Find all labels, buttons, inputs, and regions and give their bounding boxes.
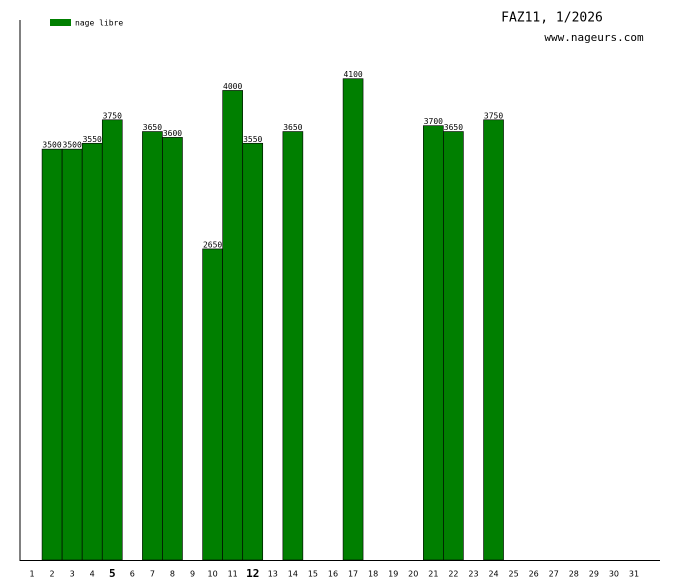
legend-label: nage libre bbox=[75, 19, 123, 28]
x-tick-label: 15 bbox=[308, 570, 318, 579]
data-label: 3650 bbox=[283, 123, 302, 132]
data-label: 3750 bbox=[484, 111, 503, 120]
data-label: 3750 bbox=[103, 111, 122, 120]
data-label: 3550 bbox=[83, 135, 102, 144]
bar bbox=[483, 119, 504, 561]
x-tick-label: 22 bbox=[448, 570, 458, 579]
x-tick-label: 20 bbox=[408, 570, 418, 579]
x-tick-label: 28 bbox=[569, 570, 579, 579]
data-label: 2650 bbox=[203, 240, 222, 249]
x-tick-label: 10 bbox=[208, 570, 218, 579]
x-tick-label: 24 bbox=[488, 570, 498, 579]
x-tick-label: 19 bbox=[388, 570, 398, 579]
x-tick-label: 25 bbox=[509, 570, 519, 579]
x-tick-label: 30 bbox=[609, 570, 619, 579]
x-tick-label: 23 bbox=[468, 570, 478, 579]
data-label: 4000 bbox=[223, 82, 242, 91]
bar bbox=[342, 78, 364, 561]
data-label: 3500 bbox=[63, 141, 82, 150]
bar bbox=[443, 131, 464, 561]
x-tick-label: 11 bbox=[228, 570, 238, 579]
data-label: 3650 bbox=[143, 123, 162, 132]
x-tick-label: 18 bbox=[368, 570, 378, 579]
x-tick-label: 3 bbox=[70, 570, 75, 579]
data-label: 3700 bbox=[424, 117, 443, 126]
x-tick-label: 6 bbox=[130, 570, 135, 579]
data-label: 3650 bbox=[444, 123, 463, 132]
bar bbox=[101, 119, 123, 561]
bar bbox=[61, 148, 83, 561]
data-label: 3550 bbox=[243, 135, 262, 144]
chart-title: FAZ11, 1/2026 bbox=[501, 11, 603, 26]
x-tick-label: 8 bbox=[170, 570, 175, 579]
bar bbox=[222, 90, 243, 561]
chart-subtitle: www.nageurs.com bbox=[544, 31, 644, 44]
x-tick-label: 2 bbox=[50, 570, 55, 579]
bar bbox=[423, 125, 444, 561]
x-tick-label: 1 bbox=[29, 570, 34, 579]
bar bbox=[142, 131, 163, 561]
bar bbox=[202, 248, 223, 561]
legend-swatch bbox=[50, 19, 71, 26]
x-tick-label: 14 bbox=[288, 570, 298, 579]
x-tick-label: 31 bbox=[629, 570, 639, 579]
x-tick-label: 26 bbox=[529, 570, 539, 579]
x-tick-label: 17 bbox=[348, 570, 358, 579]
x-tick-label: 12 bbox=[246, 567, 259, 580]
x-tick-label: 4 bbox=[90, 570, 95, 579]
x-tick-label: 13 bbox=[268, 570, 278, 579]
x-tick-label: 5 bbox=[109, 567, 116, 580]
x-tick-label: 21 bbox=[428, 570, 438, 579]
bar bbox=[282, 131, 304, 561]
x-tick-label: 29 bbox=[589, 570, 599, 579]
data-label: 3500 bbox=[42, 141, 61, 150]
data-label: 4100 bbox=[343, 70, 362, 79]
x-tick-label: 27 bbox=[549, 570, 559, 579]
x-tick-label: 16 bbox=[328, 570, 338, 579]
bar bbox=[81, 142, 103, 561]
bar bbox=[242, 142, 264, 561]
data-label: 3600 bbox=[163, 129, 182, 138]
bar bbox=[41, 148, 63, 561]
x-tick-label: 7 bbox=[150, 570, 155, 579]
bar bbox=[162, 137, 183, 561]
x-tick-label: 9 bbox=[190, 570, 195, 579]
